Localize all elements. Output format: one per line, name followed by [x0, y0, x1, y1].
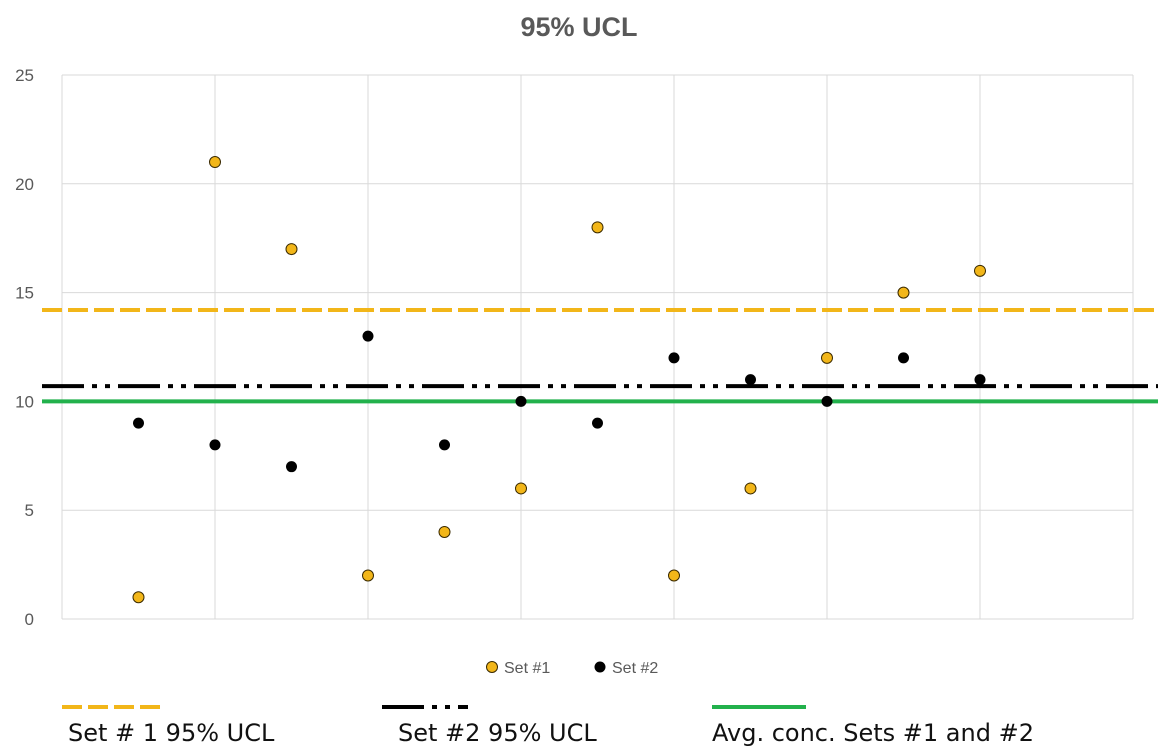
reference-lines	[42, 310, 1158, 401]
reference-line-legend: Set # 1 95% UCL Set #2 95% UCL Avg. conc…	[62, 707, 1034, 747]
point-set-2	[286, 461, 297, 472]
point-set-2	[745, 374, 756, 385]
data-points	[133, 157, 986, 603]
point-set-1	[592, 222, 603, 233]
legend-label-set1-ucl: Set # 1 95% UCL	[68, 719, 275, 747]
chart-title: 95% UCL	[520, 12, 637, 42]
point-set-1	[516, 483, 527, 494]
y-tick-label: 25	[15, 66, 34, 85]
series-legend: Set #1 Set #2	[487, 660, 659, 677]
point-set-1	[669, 570, 680, 581]
y-tick-label: 20	[15, 175, 34, 194]
point-set-1	[975, 265, 986, 276]
legend-label-set-1: Set #1	[504, 660, 550, 677]
point-set-1	[822, 352, 833, 363]
point-set-2	[822, 396, 833, 407]
point-set-2	[669, 352, 680, 363]
point-set-2	[210, 439, 221, 450]
y-tick-label: 15	[15, 284, 34, 303]
legend-label-avg-conc: Avg. conc. Sets #1 and #2	[712, 719, 1034, 747]
legend-label-set2-ucl: Set #2 95% UCL	[398, 719, 597, 747]
point-set-1	[745, 483, 756, 494]
point-set-1	[133, 592, 144, 603]
y-tick-label: 0	[25, 610, 34, 629]
point-set-2	[592, 418, 603, 429]
point-set-1	[210, 157, 221, 168]
y-axis-ticks: 0 5 10 15 20 25	[15, 66, 34, 629]
point-set-2	[439, 439, 450, 450]
point-set-2	[133, 418, 144, 429]
chart-grid	[62, 75, 1133, 619]
y-tick-label: 5	[25, 501, 34, 520]
legend-marker-set-2	[595, 662, 606, 673]
legend-label-set-2: Set #2	[612, 660, 658, 677]
point-set-2	[975, 374, 986, 385]
point-set-2	[898, 352, 909, 363]
point-set-1	[439, 526, 450, 537]
point-set-1	[898, 287, 909, 298]
point-set-2	[363, 331, 374, 342]
y-tick-label: 10	[15, 392, 34, 411]
point-set-1	[363, 570, 374, 581]
legend-marker-set-1	[487, 662, 498, 673]
point-set-1	[286, 244, 297, 255]
point-set-2	[516, 396, 527, 407]
